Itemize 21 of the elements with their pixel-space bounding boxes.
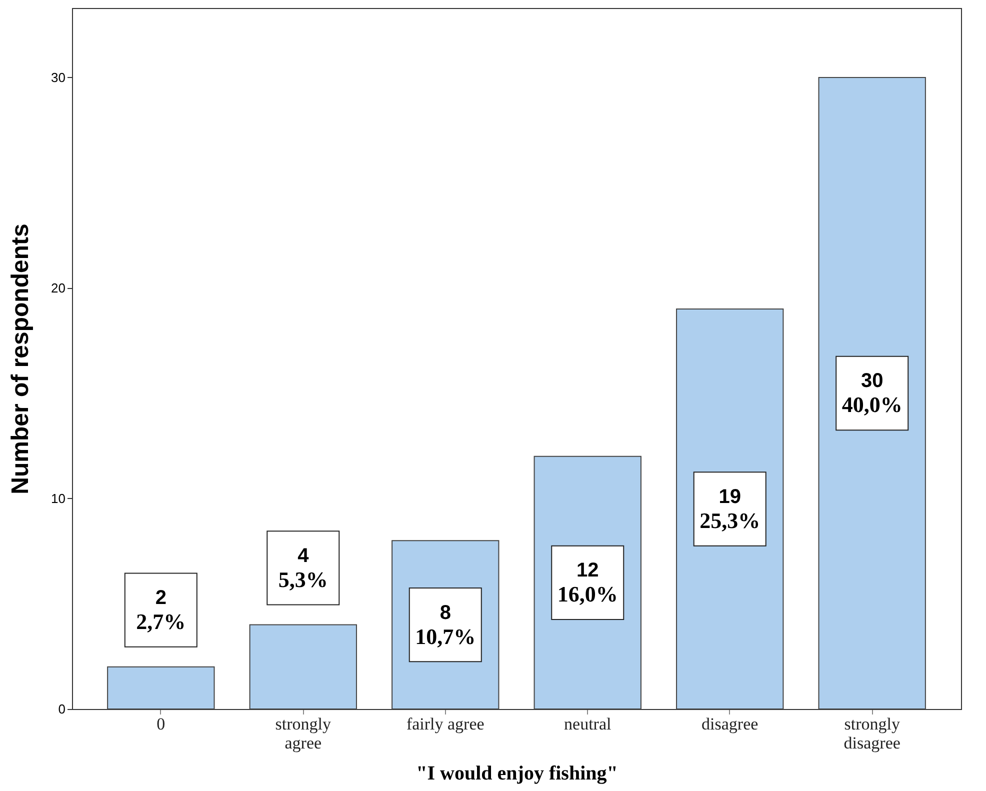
text: 2 2,7% bbox=[136, 587, 186, 634]
y-tick-label: 10 bbox=[51, 490, 66, 506]
y-tick-label: 0 bbox=[58, 702, 66, 716]
text: 30 40,0% bbox=[842, 370, 902, 418]
x-tick-label: strongly disagree bbox=[844, 714, 900, 752]
x-tick-label: neutral bbox=[564, 714, 612, 734]
x-tick-label: 0 bbox=[156, 714, 166, 734]
x-tick-label: strongly agree bbox=[275, 714, 332, 752]
y-tick-label: 30 bbox=[51, 70, 66, 85]
x-tick-label: fairly agree bbox=[406, 714, 484, 734]
x-axis-title: "I would enjoy fishing" bbox=[416, 762, 618, 784]
bar bbox=[107, 666, 215, 710]
y-tick-label: 20 bbox=[51, 280, 66, 296]
text: 8 10,7% bbox=[415, 602, 476, 649]
bar bbox=[249, 624, 357, 710]
text: 4 5,3% bbox=[278, 544, 328, 592]
bar bbox=[818, 76, 926, 710]
y-axis-title: Number of respondents bbox=[7, 224, 34, 494]
text: 19 25,3% bbox=[700, 486, 760, 534]
x-tick-label: disagree bbox=[702, 714, 758, 734]
text: 12 16,0% bbox=[557, 560, 618, 607]
